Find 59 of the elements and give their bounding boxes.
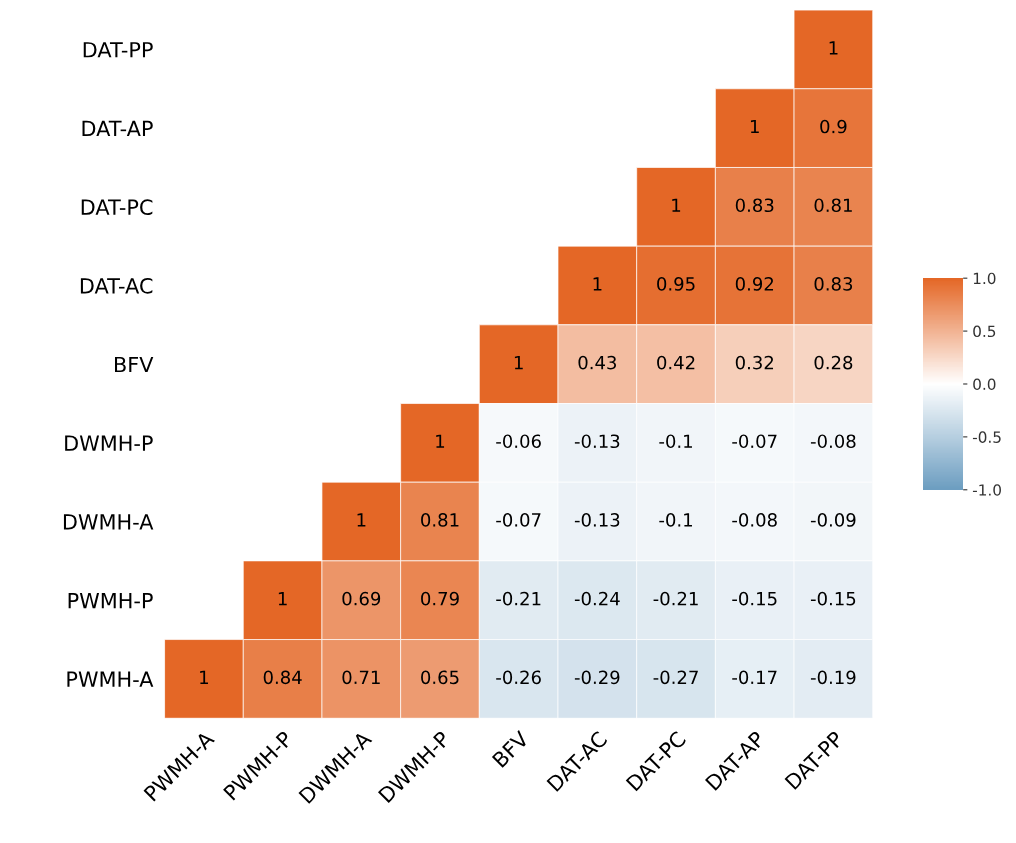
data-label: 0.83 xyxy=(735,198,774,213)
data-label: 1 xyxy=(829,41,838,55)
data-label: 1 xyxy=(593,277,602,291)
data-label: -0.07 xyxy=(496,513,541,527)
data-label: 0.81 xyxy=(421,513,459,527)
data-label: 1 xyxy=(357,513,366,527)
data-label: -0.19 xyxy=(810,670,856,685)
data-label: -0.15 xyxy=(810,591,856,606)
data-label: -0.1 xyxy=(659,513,692,527)
data-label: -0.06 xyxy=(496,434,541,449)
data-label: 1 xyxy=(200,670,209,684)
color-bar-label: -0.5 xyxy=(972,431,1001,443)
data-label: -0.08 xyxy=(810,434,856,449)
data-label: 0.95 xyxy=(657,277,695,291)
data-label: 0.42 xyxy=(657,355,695,370)
data-label: 1 xyxy=(436,434,445,448)
data-label: 0.83 xyxy=(814,277,853,291)
data-label: 1 xyxy=(672,198,681,212)
y-tick-label: DAT-AC xyxy=(80,277,153,294)
y-tick-label: PWMH-A xyxy=(67,671,154,687)
data-label: 0.79 xyxy=(421,591,459,606)
data-label: 0.81 xyxy=(814,198,852,213)
data-label: -0.29 xyxy=(574,670,620,685)
y-tick-label: BFV xyxy=(115,356,154,373)
data-label: 0.84 xyxy=(263,670,302,685)
data-label: -0.1 xyxy=(659,434,692,449)
data-label: 1 xyxy=(514,355,523,370)
color-bar-label: -1.0 xyxy=(972,484,1001,496)
color-bar-label: 0.0 xyxy=(973,378,996,391)
y-tick-label: PWMH-P xyxy=(68,592,153,609)
data-label: -0.09 xyxy=(810,513,856,527)
data-label: -0.15 xyxy=(732,591,777,606)
data-label: -0.21 xyxy=(496,591,541,606)
y-tick-label: DAT-PC xyxy=(81,199,153,216)
data-label: -0.13 xyxy=(574,513,620,527)
data-label: 0.65 xyxy=(421,670,459,685)
y-tick-label: DWMH-A xyxy=(63,514,154,530)
color-bar-label: 0.5 xyxy=(973,325,996,338)
data-label: -0.07 xyxy=(732,434,777,449)
data-label: -0.24 xyxy=(574,591,620,606)
data-label: -0.21 xyxy=(653,591,698,606)
data-label: -0.17 xyxy=(732,670,777,685)
data-label: -0.13 xyxy=(574,434,620,449)
data-label: 0.28 xyxy=(814,355,853,370)
data-label: -0.08 xyxy=(732,513,777,527)
y-tick-label: DAT-PP xyxy=(83,42,153,58)
data-label: 0.71 xyxy=(342,670,380,685)
data-label: 0.69 xyxy=(342,591,381,606)
data-label: 0.92 xyxy=(735,277,774,291)
data-label: 0.32 xyxy=(735,355,774,370)
data-label: 1 xyxy=(278,592,287,606)
y-tick-label: DWMH-P xyxy=(65,435,153,451)
data-label: 1 xyxy=(750,119,759,134)
data-label: 0.9 xyxy=(820,119,847,134)
y-tick-label: DAT-AP xyxy=(82,120,153,137)
data-label: -0.26 xyxy=(496,670,541,685)
color-bar-label: 1.0 xyxy=(973,272,996,285)
data-label: -0.27 xyxy=(653,670,698,685)
data-label: 0.43 xyxy=(578,355,617,370)
